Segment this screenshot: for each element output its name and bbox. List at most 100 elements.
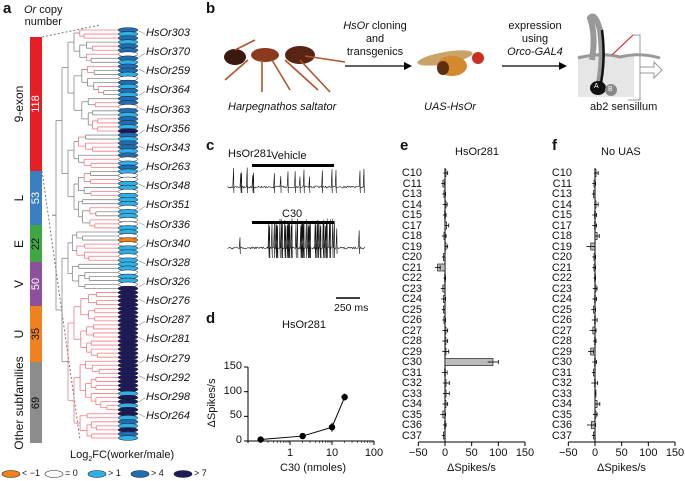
step1-rest: cloning bbox=[368, 20, 407, 32]
panel-label-f: f bbox=[552, 137, 557, 154]
gene-label: HsOr279 bbox=[146, 352, 191, 365]
category-label: C30 bbox=[401, 356, 422, 368]
step1-text: HsOr cloning and transgenics bbox=[335, 20, 415, 59]
category-label: C33 bbox=[401, 387, 422, 400]
ant-leg-icon bbox=[234, 39, 256, 51]
subfamily-count: 118 bbox=[30, 95, 42, 113]
d-data-point bbox=[257, 436, 264, 443]
legend-title-rest: FC(worker/male) bbox=[92, 449, 175, 461]
d-x-tick-label: 10 bbox=[325, 447, 339, 459]
gene-leader-line bbox=[138, 260, 146, 265]
neuron-a-label: A bbox=[594, 83, 599, 90]
copy-title-rest: copy bbox=[36, 4, 63, 16]
gene-label: HsOr328 bbox=[146, 256, 191, 269]
gene-label: HsOr340 bbox=[146, 237, 191, 250]
gene-leader-line bbox=[138, 91, 146, 96]
gene-label: HsOr351 bbox=[146, 199, 191, 212]
stim-vehicle-label: Vehicle bbox=[271, 150, 307, 162]
category-label: C34 bbox=[401, 398, 422, 410]
stim-c30-label: C30 bbox=[282, 208, 303, 220]
fly-eye-icon bbox=[472, 52, 484, 64]
zoom-guide-bottom bbox=[41, 170, 81, 441]
arrow-head-icon bbox=[404, 62, 412, 70]
fc-ellipse bbox=[117, 435, 139, 441]
subfamily-segment bbox=[30, 37, 42, 171]
legend-swatch bbox=[1, 470, 21, 478]
output-arrow-icon bbox=[639, 60, 663, 80]
d-x-axis-label: C30 (nmoles) bbox=[280, 462, 347, 474]
x-tick-label: 0 bbox=[591, 447, 599, 459]
copy-number-title: Or copy number bbox=[24, 4, 63, 28]
step1-line3: transgenics bbox=[346, 46, 404, 58]
category-label: C29 bbox=[551, 345, 572, 358]
ant-gaster-icon bbox=[285, 46, 315, 64]
step1-italic: HsOr bbox=[343, 20, 369, 32]
x-tick-label: 150 bbox=[515, 447, 535, 459]
gene-leader-line bbox=[138, 69, 146, 73]
category-label: C20 bbox=[401, 251, 422, 263]
category-label: C21 bbox=[551, 261, 572, 274]
ant-leg-icon bbox=[284, 59, 319, 91]
ant-head-icon bbox=[224, 49, 246, 65]
d-y-tick-label: 150 bbox=[223, 360, 242, 372]
recording-electrode bbox=[611, 34, 634, 56]
category-label: C13 bbox=[551, 188, 572, 200]
category-label: C29 bbox=[401, 345, 422, 358]
neuron-b-label: B bbox=[608, 86, 613, 93]
category-label: C27 bbox=[401, 324, 422, 337]
category-label: C15 bbox=[401, 209, 422, 221]
x-axis-label: ΔSpikes/s bbox=[597, 462, 646, 474]
fly-abdomen-icon bbox=[437, 61, 449, 75]
subfamily-count: 35 bbox=[30, 327, 42, 341]
legend-title-log: Log bbox=[70, 449, 89, 461]
gene-leader-line bbox=[138, 129, 146, 134]
legend-swatch bbox=[87, 470, 107, 478]
category-label: C17 bbox=[551, 219, 572, 232]
gene-leader-line bbox=[138, 375, 146, 379]
category-label: C21 bbox=[401, 261, 422, 274]
category-label: C28 bbox=[551, 335, 572, 347]
category-label: C10 bbox=[401, 167, 422, 179]
gene-label: HsOr292 bbox=[146, 371, 191, 384]
gene-leader-line bbox=[138, 359, 146, 364]
x-tick-label: 100 bbox=[639, 447, 658, 459]
legend-label: > 7 bbox=[194, 468, 207, 478]
subfamily-segment bbox=[30, 225, 42, 262]
x-tick-label: −50 bbox=[408, 447, 428, 459]
legend-swatch bbox=[130, 470, 150, 478]
chart-e-title: HsOr281 bbox=[455, 146, 500, 158]
d-y-tick-label: 50 bbox=[229, 409, 242, 422]
category-label: C22 bbox=[551, 272, 572, 284]
gene-leader-line bbox=[138, 244, 146, 249]
sensillum-hair bbox=[586, 13, 605, 89]
gene-label: HsOr356 bbox=[146, 122, 191, 135]
gene-leader-line bbox=[138, 222, 146, 226]
chart-d-title: HsOr281 bbox=[282, 319, 327, 331]
category-label: C35 bbox=[551, 408, 572, 421]
trace-title: HsOr281 bbox=[228, 148, 273, 160]
category-label: C25 bbox=[551, 303, 572, 316]
panel-label-a: a bbox=[3, 0, 12, 17]
subfamily-segment bbox=[30, 171, 42, 225]
step2-line1: expression bbox=[508, 20, 562, 32]
gene-label: HsOr348 bbox=[146, 180, 191, 193]
gene-label: HsOr364 bbox=[146, 84, 191, 97]
category-label: C24 bbox=[551, 293, 572, 305]
panel-label-d: d bbox=[206, 310, 216, 327]
gene-label: HsOr303 bbox=[146, 27, 191, 39]
gene-leader-line bbox=[138, 183, 146, 188]
panel-label-c: c bbox=[206, 137, 215, 154]
gene-leader-line bbox=[138, 145, 146, 150]
x-tick-label: 50 bbox=[615, 447, 628, 459]
legend-label: > 4 bbox=[151, 468, 164, 478]
legend-label: > 1 bbox=[108, 468, 121, 478]
zoom-guide-top bbox=[41, 24, 101, 38]
x-tick-label: 150 bbox=[665, 447, 685, 459]
subfamily-count: 69 bbox=[30, 396, 42, 409]
step2-text: expression using Orco-GAL4 bbox=[495, 20, 575, 59]
neuron-b-icon bbox=[605, 84, 617, 96]
neuron-a-icon bbox=[590, 81, 606, 95]
category-label: C18 bbox=[401, 230, 422, 242]
ant-leg-icon bbox=[224, 59, 249, 81]
